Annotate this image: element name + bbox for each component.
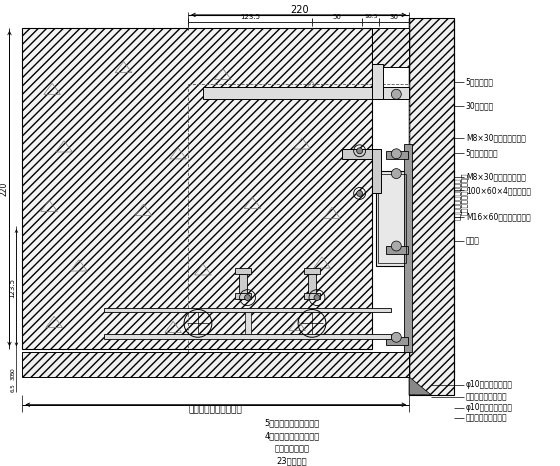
Bar [371,149,381,193]
Text: 123.5: 123.5 [240,14,260,20]
Text: M8×30不锈钢对穿螺栓: M8×30不锈钢对穿螺栓 [466,133,526,143]
Bar [104,308,391,313]
Bar [22,28,371,349]
Bar [235,293,250,299]
Bar [376,171,409,266]
Text: 石材幕墙横向分格尺寸: 石材幕墙横向分格尺寸 [454,177,460,219]
Circle shape [391,169,402,178]
Circle shape [357,148,363,154]
Text: 石材幕墙横向分格尺寸: 石材幕墙横向分格尺寸 [461,172,468,215]
Bar [404,144,412,352]
Text: 16.5: 16.5 [364,14,377,20]
Bar [239,274,246,299]
Text: 220: 220 [290,5,309,15]
Text: 聚四氟乙烯隔片: 聚四氟乙烯隔片 [274,444,310,453]
Circle shape [391,149,402,159]
Circle shape [357,191,363,196]
Bar [235,268,250,274]
Bar [386,246,408,254]
Circle shape [391,332,402,342]
Bar [386,151,408,159]
Text: 石材专用密封填缝胶: 石材专用密封填缝胶 [466,392,507,401]
Text: 23厚花岗石: 23厚花岗石 [277,457,307,466]
Bar [409,18,454,395]
Bar [379,174,406,263]
Circle shape [245,295,250,301]
Bar [22,352,409,377]
Text: 5厚铝合金专用石材挂件: 5厚铝合金专用石材挂件 [264,418,320,427]
Bar [104,334,391,339]
Text: 4厚铝合金专用石材挂件: 4厚铝合金专用石材挂件 [264,431,320,440]
Text: M16×60不锈钢对穿螺栓: M16×60不锈钢对穿螺栓 [466,213,530,222]
Bar [203,87,381,99]
Text: 石材幕墙横向分格尺寸: 石材幕墙横向分格尺寸 [189,405,242,414]
Bar [342,149,381,159]
Text: 预埋件: 预埋件 [466,237,480,246]
Bar [304,293,320,299]
Text: 50: 50 [333,14,342,20]
Text: 5号角钢连接件: 5号角钢连接件 [466,148,498,157]
Text: 石材专用密封填缝胶: 石材专用密封填缝胶 [466,413,507,422]
Text: 123.5: 123.5 [10,278,16,298]
Bar [384,87,409,99]
Bar [371,64,384,99]
Bar [386,337,408,345]
Text: φ10聚乙烯发泡垫杆: φ10聚乙烯发泡垫杆 [466,403,513,412]
Circle shape [391,241,402,251]
Circle shape [314,295,320,301]
Text: 5号角钢横梁: 5号角钢横梁 [466,78,494,87]
Bar [245,313,250,334]
Bar [308,274,316,299]
Text: 6.5: 6.5 [11,384,16,392]
Text: 30: 30 [390,14,399,20]
Text: 30: 30 [11,373,16,380]
Text: M8×30不锈钢对穿螺栓: M8×30不锈钢对穿螺栓 [466,172,526,181]
Bar [304,268,320,274]
Text: 50: 50 [11,367,16,375]
Text: φ10聚乙烯发泡垫杆: φ10聚乙烯发泡垫杆 [466,380,513,390]
Text: 30厚花岗石: 30厚花岗石 [466,102,494,110]
Text: 100×60×4镀锌矩方管: 100×60×4镀锌矩方管 [466,186,531,195]
Text: 220: 220 [0,181,8,196]
Bar [371,28,409,68]
Polygon shape [409,377,431,395]
Circle shape [391,89,402,99]
